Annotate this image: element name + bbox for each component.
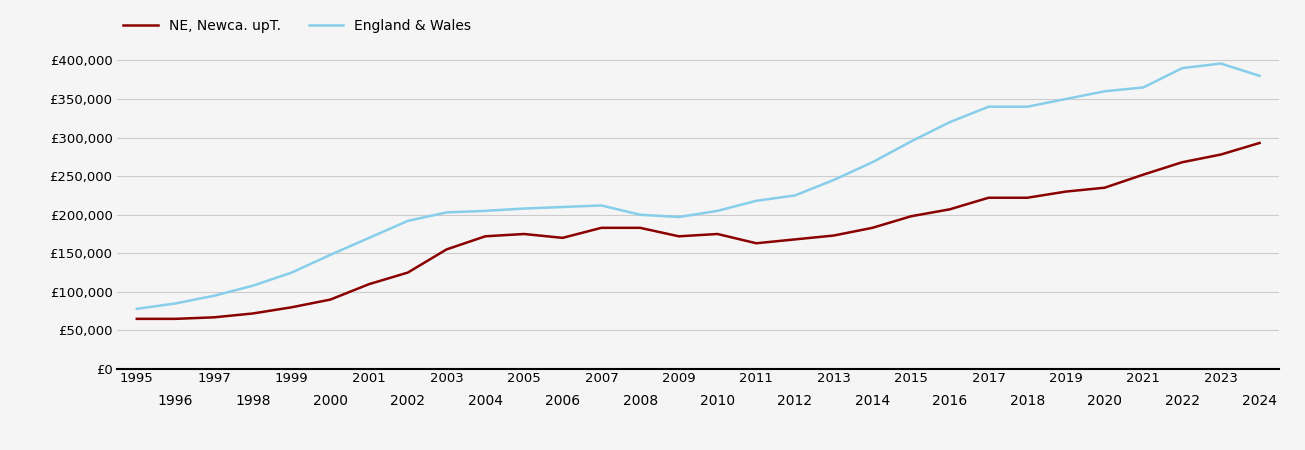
England & Wales [245, 283, 261, 288]
England & Wales [748, 198, 763, 203]
NE, Newca. upT. [283, 305, 299, 310]
NE, Newca. upT. [1058, 189, 1074, 194]
Line: NE, Newca. upT.: NE, Newca. upT. [137, 143, 1259, 319]
England & Wales [129, 306, 145, 311]
England & Wales [1019, 104, 1035, 109]
England & Wales [1135, 85, 1151, 90]
NE, Newca. upT. [517, 231, 532, 237]
NE, Newca. upT. [1251, 140, 1267, 146]
NE, Newca. upT. [555, 235, 570, 241]
Line: England & Wales: England & Wales [137, 63, 1259, 309]
NE, Newca. upT. [1135, 172, 1151, 177]
England & Wales [942, 119, 958, 125]
NE, Newca. upT. [245, 311, 261, 316]
England & Wales [787, 193, 803, 198]
England & Wales [1174, 65, 1190, 71]
NE, Newca. upT. [826, 233, 842, 238]
Legend: NE, Newca. upT., England & Wales: NE, Newca. upT., England & Wales [117, 14, 478, 39]
England & Wales [865, 160, 881, 165]
NE, Newca. upT. [1212, 152, 1228, 157]
England & Wales [168, 301, 184, 306]
NE, Newca. upT. [748, 241, 763, 246]
England & Wales [206, 293, 222, 298]
NE, Newca. upT. [710, 231, 726, 237]
England & Wales [555, 204, 570, 210]
England & Wales [438, 210, 454, 215]
NE, Newca. upT. [206, 315, 222, 320]
England & Wales [981, 104, 997, 109]
NE, Newca. upT. [671, 234, 686, 239]
England & Wales [632, 212, 647, 217]
NE, Newca. upT. [787, 237, 803, 242]
England & Wales [1096, 89, 1112, 94]
England & Wales [1212, 61, 1228, 66]
NE, Newca. upT. [399, 270, 415, 275]
NE, Newca. upT. [1019, 195, 1035, 200]
NE, Newca. upT. [1174, 160, 1190, 165]
England & Wales [517, 206, 532, 211]
NE, Newca. upT. [361, 281, 377, 287]
England & Wales [710, 208, 726, 214]
NE, Newca. upT. [478, 234, 493, 239]
England & Wales [826, 177, 842, 183]
England & Wales [903, 139, 919, 144]
England & Wales [399, 218, 415, 224]
NE, Newca. upT. [632, 225, 647, 230]
NE, Newca. upT. [865, 225, 881, 230]
NE, Newca. upT. [1096, 185, 1112, 190]
NE, Newca. upT. [438, 247, 454, 252]
NE, Newca. upT. [168, 316, 184, 322]
NE, Newca. upT. [981, 195, 997, 200]
NE, Newca. upT. [594, 225, 609, 230]
England & Wales [478, 208, 493, 214]
England & Wales [594, 203, 609, 208]
NE, Newca. upT. [129, 316, 145, 322]
England & Wales [361, 235, 377, 241]
England & Wales [1058, 96, 1074, 102]
NE, Newca. upT. [322, 297, 338, 302]
England & Wales [671, 214, 686, 220]
NE, Newca. upT. [942, 207, 958, 212]
England & Wales [283, 270, 299, 275]
NE, Newca. upT. [903, 214, 919, 219]
England & Wales [322, 252, 338, 257]
England & Wales [1251, 73, 1267, 79]
